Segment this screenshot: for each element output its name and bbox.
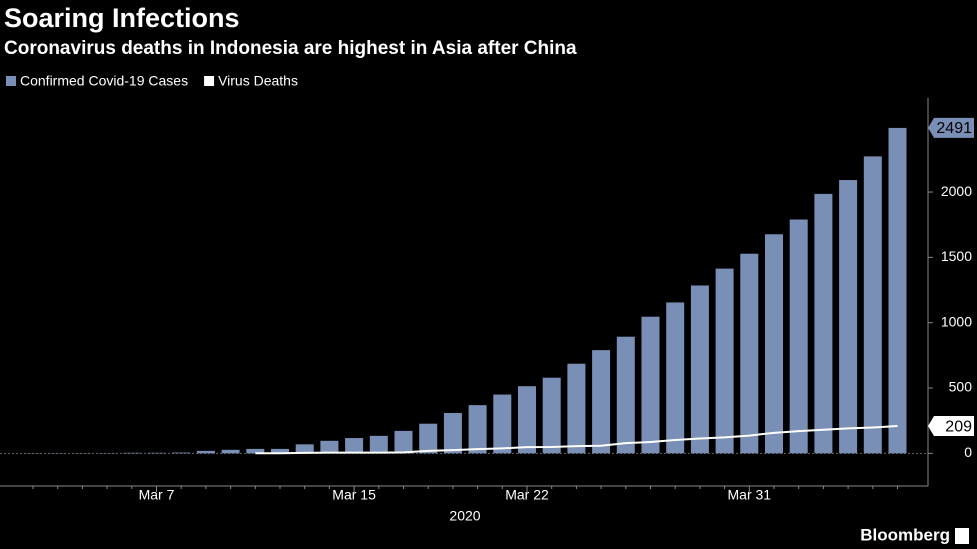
chart-subtitle: Coronavirus deaths in Indonesia are high… <box>4 38 577 59</box>
bar <box>888 127 907 454</box>
y-tick-label: 0 <box>964 444 972 460</box>
bar <box>369 435 388 454</box>
bar <box>419 423 438 454</box>
bar <box>666 302 685 454</box>
bar <box>345 438 364 454</box>
bar <box>690 285 709 454</box>
x-tick-label: Mar 31 <box>728 487 772 503</box>
x-tick-label: Mar 22 <box>505 487 549 503</box>
legend-label: Virus Deaths <box>218 73 298 89</box>
bar <box>765 234 783 454</box>
bar <box>616 336 635 454</box>
end-label-box <box>928 117 974 138</box>
bar <box>147 452 166 454</box>
logo-icon <box>955 528 969 544</box>
bar <box>789 219 808 454</box>
bar <box>443 412 462 454</box>
y-tick-label: 2000 <box>941 183 972 199</box>
x-tick-label: Mar 15 <box>332 487 376 503</box>
x-tick-label: Mar 7 <box>139 487 175 503</box>
end-label: 209 <box>945 418 972 435</box>
legend-swatch <box>204 76 215 86</box>
bar <box>715 268 734 454</box>
bar <box>518 386 536 454</box>
y-tick-label: 1500 <box>941 248 972 264</box>
bar <box>641 316 660 454</box>
legend-label: Confirmed Covid-19 Cases <box>20 73 188 89</box>
bar <box>740 253 759 454</box>
bar <box>863 156 882 454</box>
bar <box>221 449 240 454</box>
bar <box>394 430 413 454</box>
bar <box>592 350 611 454</box>
bar <box>271 448 289 454</box>
bar <box>320 440 339 454</box>
bar <box>567 363 586 454</box>
chart-title: Soaring Infections <box>4 3 240 33</box>
bar <box>295 444 314 454</box>
bar <box>839 180 858 454</box>
end-label: 2491 <box>936 120 972 137</box>
x-axis-label: 2020 <box>449 508 480 524</box>
bar <box>122 452 141 454</box>
legend-swatch <box>6 76 16 86</box>
bar <box>468 405 487 454</box>
bar <box>246 448 265 454</box>
end-label-box <box>928 416 974 437</box>
bar <box>542 377 561 454</box>
bar <box>814 193 833 454</box>
source: Bloomberg <box>860 525 950 544</box>
y-tick-label: 500 <box>949 379 973 395</box>
line <box>255 425 898 455</box>
bar <box>493 394 512 454</box>
bar <box>172 452 191 454</box>
y-tick-label: 1000 <box>941 313 972 329</box>
bar <box>196 450 215 454</box>
